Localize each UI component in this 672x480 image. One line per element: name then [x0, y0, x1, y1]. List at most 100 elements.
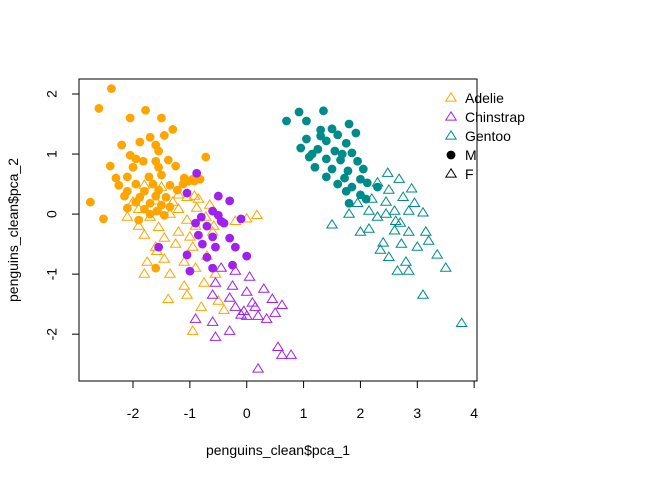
data-point-triangle [138, 268, 151, 278]
data-point-triangle [132, 219, 145, 230]
data-point-triangle [405, 182, 418, 193]
data-point-triangle [183, 230, 196, 241]
legend-item: Adelie [444, 90, 504, 106]
data-point-circle [327, 164, 337, 174]
data-point-circle [120, 191, 129, 201]
data-point-circle [319, 106, 328, 116]
data-point-triangle [158, 232, 171, 242]
data-point-circle [148, 179, 158, 189]
data-point-triangle [226, 280, 239, 290]
data-point-circle [165, 180, 175, 190]
y-tick-label: -2 [44, 328, 60, 341]
data-point-triangle [269, 307, 282, 317]
data-point-circle [163, 155, 173, 165]
data-point-circle [208, 232, 218, 242]
data-point-triangle [394, 216, 407, 227]
data-point-triangle [251, 310, 265, 320]
data-point-circle [333, 130, 343, 140]
data-point-triangle [189, 313, 202, 323]
data-point-triangle [382, 251, 395, 261]
data-point-triangle [163, 268, 177, 278]
data-point-circle [131, 154, 141, 164]
data-point-triangle [215, 262, 228, 272]
data-point-triangle [362, 204, 376, 215]
data-point-triangle [399, 256, 413, 266]
y-axis: -2 -1 0 1 2 [44, 90, 80, 341]
data-point-circle [362, 178, 372, 188]
data-point-circle [337, 149, 347, 159]
data-point-circle [353, 156, 362, 166]
data-point-circle [107, 84, 116, 94]
data-point-triangle [371, 210, 384, 221]
data-point-circle [216, 216, 226, 226]
data-point-circle [316, 131, 326, 141]
data-point-triangle [180, 289, 194, 299]
y-tick-label: 1 [44, 150, 60, 158]
data-point-circle [138, 156, 148, 166]
data-point-triangle [416, 206, 430, 217]
x-tick-label: 0 [243, 405, 251, 421]
data-point-triangle [396, 191, 410, 201]
data-point-circle [321, 154, 331, 164]
data-point-circle [128, 162, 138, 172]
data-point-circle [282, 116, 291, 126]
data-point-triangle [455, 317, 468, 328]
data-point-triangle [354, 225, 367, 236]
data-point-circle [117, 140, 127, 150]
data-point-circle [182, 250, 192, 260]
chinstrap-f-series [189, 262, 298, 373]
data-point-triangle [377, 236, 390, 247]
data-points [85, 84, 468, 373]
data-point-triangle [284, 349, 298, 359]
y-tick-label: 2 [44, 90, 60, 98]
data-point-circle [182, 188, 192, 198]
data-point-triangle [223, 292, 236, 302]
data-point-triangle [180, 213, 194, 224]
data-point-triangle [186, 241, 199, 251]
data-point-circle [114, 180, 124, 190]
legend-label: M [465, 147, 477, 163]
data-point-triangle [402, 225, 415, 236]
data-point-triangle [166, 195, 179, 206]
data-point-triangle [152, 221, 165, 231]
data-point-circle [307, 149, 317, 159]
data-point-circle [333, 179, 343, 189]
data-point-circle [230, 242, 240, 252]
data-point-triangle [266, 293, 279, 304]
data-point-triangle [178, 256, 191, 266]
data-point-circle [168, 125, 178, 134]
data-point-triangle [192, 192, 205, 203]
legend-triangle-marker [444, 91, 458, 102]
y-tick-label: -1 [44, 268, 60, 281]
data-point-triangle [371, 176, 384, 187]
data-point-circle [111, 173, 121, 183]
data-point-circle [94, 104, 104, 113]
gentoo-m-series [282, 106, 382, 208]
data-point-circle [105, 161, 115, 171]
legend-triangle-marker [444, 129, 458, 140]
data-point-triangle [374, 244, 387, 254]
y-tick-label: 0 [44, 210, 60, 218]
legend-item: M [446, 147, 477, 163]
data-point-triangle [195, 301, 208, 311]
data-point-circle [145, 132, 155, 142]
data-point-circle [122, 172, 132, 182]
data-point-circle [202, 221, 212, 231]
data-point-circle [327, 124, 337, 134]
legend: Adelie Chinstrap Gentoo MF [444, 90, 525, 182]
chinstrap-m-series [154, 168, 252, 276]
data-point-triangle [379, 207, 393, 218]
x-tick-label: -1 [184, 405, 197, 421]
data-point-circle [228, 260, 237, 270]
data-point-circle [225, 196, 235, 206]
data-point-triangle [382, 183, 395, 194]
data-point-circle [225, 233, 235, 243]
data-point-triangle [143, 210, 157, 221]
data-point-triangle [251, 362, 265, 373]
data-point-triangle [275, 349, 289, 359]
data-point-circle [211, 242, 220, 252]
data-point-triangle [162, 293, 175, 304]
data-point-triangle [121, 210, 134, 221]
data-point-triangle [197, 277, 211, 287]
